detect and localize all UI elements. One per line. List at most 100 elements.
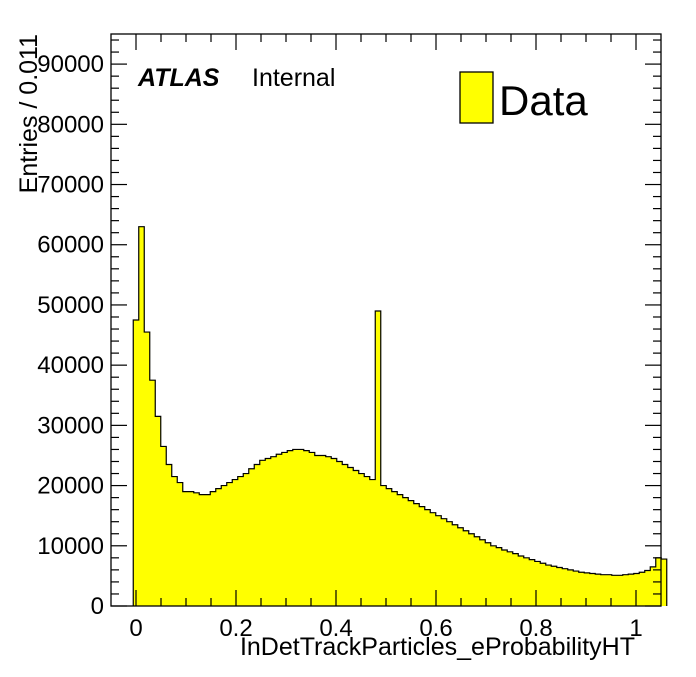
histogram-bar [633,573,640,606]
histogram-bar [336,461,343,606]
histogram-bar [408,500,415,606]
histogram-bar [479,539,486,606]
histogram-bar [397,494,404,606]
histogram-bar [644,570,651,606]
histogram-bar [331,458,338,606]
legend-label-data: Data [499,77,588,124]
histogram-bar [545,565,552,606]
histogram-bar [276,454,283,606]
y-tick-label: 70000 [37,172,104,199]
histogram-bar [518,556,525,606]
histogram-bar [551,566,558,606]
histogram-bar [160,446,167,606]
y-tick-label: 80000 [37,111,104,138]
histogram-bar [611,575,618,606]
histogram-bar [628,574,635,606]
histogram-bar [342,464,349,606]
histogram-bar [177,482,184,606]
histogram-bar [413,503,420,606]
y-tick-label: 20000 [37,473,104,500]
histogram-bar [435,515,442,606]
histogram-bar [204,494,211,606]
y-tick-label: 60000 [37,232,104,259]
histogram-bar [133,320,140,606]
histogram-bar [578,572,585,606]
histogram-bar [199,494,206,606]
histogram-bar [584,572,591,606]
ticks-layer [111,34,661,607]
x-tick-label: 0.2 [219,615,252,642]
histogram-bar [424,509,431,606]
histogram-bar [507,551,514,606]
histogram-bar [226,482,233,606]
histogram-bar [386,488,393,606]
histogram-bar [639,572,646,606]
histogram-bar [237,476,244,606]
histogram-bar [254,464,261,606]
histogram-bar [287,450,294,606]
plot-frame [110,33,662,607]
histogram-bar [567,569,574,606]
histogram-bar [259,460,266,606]
histogram-bar [512,553,519,606]
tick-labels-layer: 0 0.2 0.4 0.6 0.8 1 0 10000 20000 30000 40000 50000… [37,51,642,642]
histogram-bar [529,559,536,606]
histogram-bar [463,530,470,606]
x-tick-label: 0.6 [419,615,452,642]
histogram-bar [270,456,277,606]
histogram-bar [292,449,299,606]
histogram-bar [149,380,156,606]
histogram-bar [457,527,464,606]
histogram-bar [182,491,189,606]
histogram-bar [309,452,316,606]
histogram-bar [380,485,387,606]
histogram-bar [595,574,602,606]
histogram-bar [534,561,541,606]
histogram-bar [369,479,376,606]
histogram-bar [188,491,195,606]
histogram-bar [622,574,629,606]
histogram-bar [441,518,448,606]
histogram-bar [600,574,607,606]
histogram-bar [606,574,613,606]
histogram-bar [248,468,255,606]
histogram-bar [446,521,453,606]
histogram-bar [347,467,354,606]
atlas-label: ATLAS [137,64,220,92]
x-tick-label: 0.8 [519,615,552,642]
histogram-bar [650,566,657,606]
histogram-bar [402,497,409,606]
y-tick-label: 10000 [37,533,104,560]
legend: Data [459,71,588,124]
histogram-bar [320,455,327,606]
histogram-bar [391,491,398,606]
histogram-bar [556,567,563,606]
histogram-bar [474,536,481,606]
histogram-bar [419,506,426,606]
histogram-bar [430,512,437,606]
histogram-bar [138,226,145,607]
histogram-bar [358,473,365,606]
histogram-bar [303,450,310,606]
histogram-bar [589,573,596,606]
histogram-bar [485,542,492,606]
histogram-bar [232,479,239,606]
legend-swatch-data [459,71,494,124]
histogram-bar [325,456,332,606]
histogram-bar [314,455,321,606]
histogram-bar [562,568,569,606]
histogram-bar [281,452,288,606]
histogram-bar [661,559,668,606]
x-tick-label: 0.4 [319,615,352,642]
histogram-bar [155,416,162,606]
histogram-bar [496,547,503,606]
histogram-bar [375,310,382,606]
histogram-bar [298,449,305,606]
histogram-bar [171,476,178,606]
histogram-bar [265,458,272,606]
x-tick-label: 1 [629,615,642,642]
histogram-outline [132,226,668,606]
atlas-sublabel: Internal [252,64,335,92]
y-axis-label: Entries / 0.011 [15,34,43,193]
